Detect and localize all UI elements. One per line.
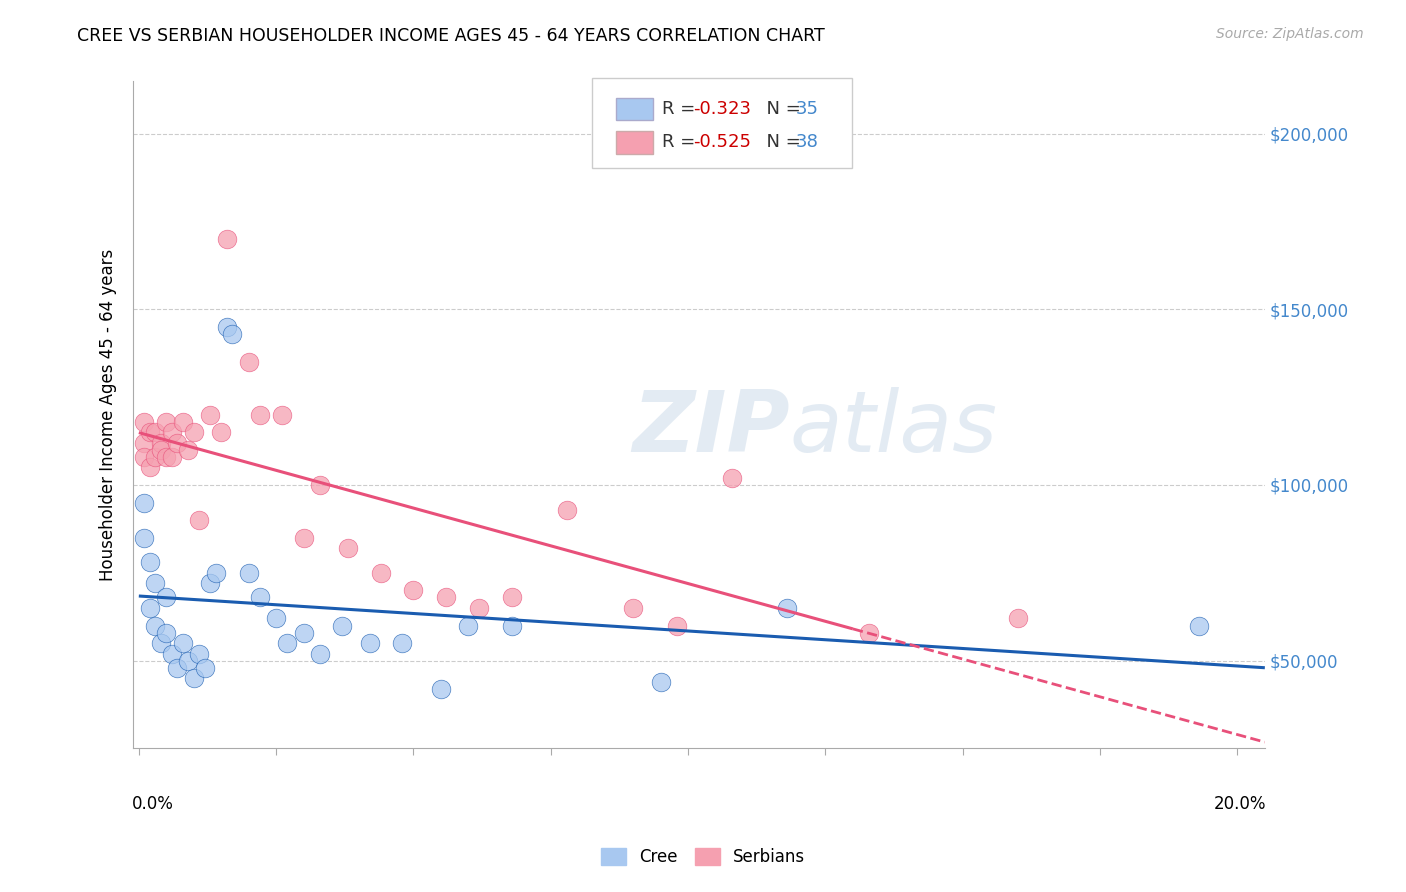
Point	[238, 566, 260, 580]
Point	[155, 591, 177, 605]
Point	[436, 591, 458, 605]
Point	[249, 591, 271, 605]
Point	[457, 618, 479, 632]
Point	[776, 601, 799, 615]
Point	[555, 502, 578, 516]
Point	[721, 471, 744, 485]
Point	[155, 415, 177, 429]
Point	[264, 611, 287, 625]
Point	[139, 425, 162, 440]
FancyBboxPatch shape	[592, 78, 852, 168]
Point	[501, 618, 523, 632]
Point	[1007, 611, 1029, 625]
Point	[370, 566, 392, 580]
Point	[143, 576, 166, 591]
Point	[183, 425, 205, 440]
Point	[177, 442, 200, 457]
Point	[188, 647, 211, 661]
Point	[858, 625, 880, 640]
Point	[149, 435, 172, 450]
Point	[134, 531, 156, 545]
Point	[402, 583, 425, 598]
Point	[172, 636, 194, 650]
Point	[134, 415, 156, 429]
FancyBboxPatch shape	[616, 131, 652, 153]
Point	[160, 425, 183, 440]
Text: 20.0%: 20.0%	[1213, 795, 1265, 814]
Text: -0.525: -0.525	[693, 133, 751, 152]
Point	[501, 591, 523, 605]
Text: R =: R =	[662, 100, 700, 118]
Point	[666, 618, 689, 632]
Point	[149, 442, 172, 457]
Point	[134, 435, 156, 450]
Point	[172, 415, 194, 429]
Point	[194, 661, 217, 675]
Point	[200, 408, 222, 422]
Point	[1188, 618, 1211, 632]
Point	[209, 425, 232, 440]
Point	[139, 601, 162, 615]
Text: 38: 38	[796, 133, 818, 152]
FancyBboxPatch shape	[616, 97, 652, 120]
Point	[177, 654, 200, 668]
Point	[621, 601, 644, 615]
Point	[155, 450, 177, 464]
Point	[221, 326, 243, 341]
Point	[143, 618, 166, 632]
Text: ZIP: ZIP	[631, 386, 790, 469]
Text: R =: R =	[662, 133, 700, 152]
Point	[270, 408, 292, 422]
Text: -0.323: -0.323	[693, 100, 751, 118]
Point	[391, 636, 413, 650]
Point	[430, 681, 453, 696]
Point	[149, 636, 172, 650]
Point	[160, 450, 183, 464]
Point	[249, 408, 271, 422]
Point	[215, 319, 238, 334]
Point	[155, 625, 177, 640]
Text: 0.0%: 0.0%	[132, 795, 174, 814]
Point	[330, 618, 353, 632]
Point	[143, 450, 166, 464]
Point	[183, 671, 205, 685]
Point	[139, 460, 162, 475]
Point	[200, 576, 222, 591]
Text: Source: ZipAtlas.com: Source: ZipAtlas.com	[1216, 27, 1364, 41]
Point	[188, 513, 211, 527]
Point	[139, 555, 162, 569]
Point	[292, 531, 315, 545]
Point	[292, 625, 315, 640]
Point	[276, 636, 298, 650]
Text: N =: N =	[755, 133, 806, 152]
Point	[166, 661, 188, 675]
Text: atlas: atlas	[790, 386, 998, 469]
Point	[215, 232, 238, 246]
Point	[134, 450, 156, 464]
Point	[160, 647, 183, 661]
Point	[238, 355, 260, 369]
Point	[468, 601, 491, 615]
Point	[309, 647, 332, 661]
Text: N =: N =	[755, 100, 806, 118]
Point	[204, 566, 226, 580]
Text: CREE VS SERBIAN HOUSEHOLDER INCOME AGES 45 - 64 YEARS CORRELATION CHART: CREE VS SERBIAN HOUSEHOLDER INCOME AGES …	[77, 27, 825, 45]
Point	[336, 541, 359, 556]
Text: 35: 35	[796, 100, 818, 118]
Point	[309, 478, 332, 492]
Point	[134, 495, 156, 509]
Legend: Cree, Serbians: Cree, Serbians	[593, 840, 813, 875]
Point	[359, 636, 381, 650]
Point	[650, 674, 672, 689]
Y-axis label: Householder Income Ages 45 - 64 years: Householder Income Ages 45 - 64 years	[100, 249, 117, 581]
Point	[166, 435, 188, 450]
Point	[143, 425, 166, 440]
